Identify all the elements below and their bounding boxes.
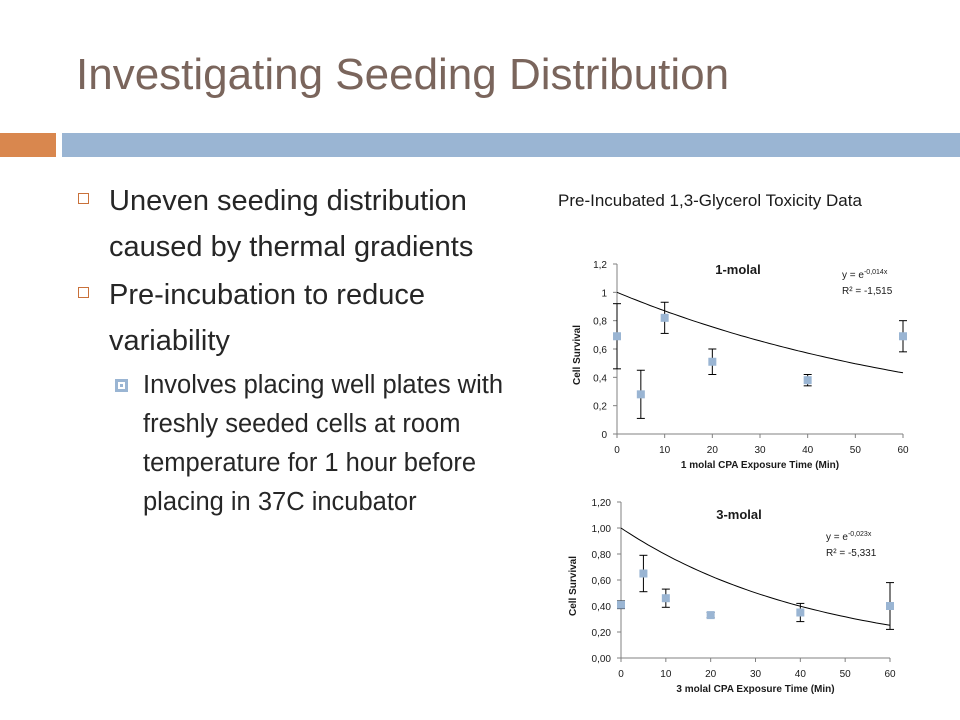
y-tick-label: 0,00 <box>592 654 612 665</box>
r-squared-label: R² = -5,331 <box>826 548 877 559</box>
accent-bar-orange <box>0 133 56 157</box>
trendline-equation: y = e-0,014x <box>842 269 888 281</box>
y-tick-label: 1,20 <box>592 498 612 509</box>
y-tick-label: 1,2 <box>593 260 607 271</box>
square-sub-bullet-icon <box>115 379 128 392</box>
y-tick-label: 0 <box>601 430 607 441</box>
data-point <box>661 594 670 603</box>
bullet-text: Pre-incubation to reduce variability <box>109 279 425 357</box>
x-tick-label: 30 <box>754 445 766 456</box>
chart-3-molal: 0,00 0,20 0,40 0,60 0,80 1,00 1,20 0 10 20 30 40 50 6… <box>568 498 896 695</box>
accent-bar-blue <box>62 133 960 157</box>
chart-title: 1-molal <box>715 262 761 277</box>
y-tick-label: 1 <box>601 288 607 299</box>
chart-heading: Pre-Incubated 1,3-Glycerol Toxicity Data <box>558 191 862 210</box>
data-point <box>899 332 907 341</box>
square-bullet-icon <box>78 193 89 204</box>
slide-title: Investigating Seeding Distribution <box>76 50 730 99</box>
y-tick-label: 0,80 <box>592 550 612 561</box>
x-tick-label: 20 <box>705 669 717 680</box>
sub-bullet-item: Involves placing well plates with freshl… <box>109 366 516 522</box>
equation-exponent: -0,023x <box>848 531 872 538</box>
data-point <box>886 602 894 610</box>
x-tick-label: 60 <box>897 445 909 456</box>
y-tick-label: 0,4 <box>593 373 607 384</box>
trendline <box>616 291 904 374</box>
bullet-item: Pre-incubation to reduce variability <box>76 272 516 364</box>
x-tick-label: 20 <box>707 445 719 456</box>
x-tick-label: 50 <box>850 445 862 456</box>
chart-title: 3-molal <box>716 507 762 522</box>
bullet-text: Uneven seeding distribution caused by th… <box>109 185 474 263</box>
x-tick-label: 60 <box>884 669 896 680</box>
x-axis-label: 3 molal CPA Exposure Time (Min) <box>676 684 834 695</box>
x-tick-label: 0 <box>618 669 624 680</box>
equation-base: y = e <box>826 532 848 543</box>
data-point <box>803 376 812 385</box>
y-axis-label: Cell Survival <box>568 556 579 616</box>
y-tick-label: 0,2 <box>593 402 607 413</box>
x-tick-label: 0 <box>614 445 620 456</box>
sub-bullet-text: Involves placing well plates with freshl… <box>143 371 504 516</box>
data-point <box>708 357 717 366</box>
r-squared-label: R² = -1,515 <box>842 286 893 297</box>
bullet-list: Uneven seeding distribution caused by th… <box>76 178 516 522</box>
data-point <box>613 332 621 341</box>
x-tick-label: 10 <box>659 445 671 456</box>
y-tick-label: 0,8 <box>593 317 607 328</box>
x-tick-label: 50 <box>840 669 852 680</box>
x-tick-label: 40 <box>802 445 814 456</box>
y-tick-label: 1,00 <box>592 524 612 535</box>
data-point <box>617 600 625 609</box>
x-axis-label: 1 molal CPA Exposure Time (Min) <box>681 460 839 471</box>
data-point <box>639 569 648 578</box>
y-tick-label: 0,60 <box>592 576 612 587</box>
y-tick-label: 0,20 <box>592 628 612 639</box>
x-tick-label: 30 <box>750 669 762 680</box>
x-tick-label: 40 <box>795 669 807 680</box>
y-tick-label: 0,40 <box>592 602 612 613</box>
data-point <box>796 608 805 617</box>
data-point <box>706 611 715 620</box>
trendline <box>620 527 891 626</box>
data-point <box>636 390 645 399</box>
equation-exponent: -0,014x <box>864 269 888 276</box>
square-bullet-icon <box>78 287 89 298</box>
chart-1-molal: 0 0,2 0,4 0,6 0,8 1 1,2 0 10 20 30 40 50 60 1-molal y =… <box>572 260 909 471</box>
equation-base: y = e <box>842 270 864 281</box>
data-point <box>660 313 669 322</box>
y-axis-label: Cell Survival <box>572 325 583 385</box>
bullet-item: Uneven seeding distribution caused by th… <box>76 178 516 270</box>
y-tick-label: 0,6 <box>593 345 607 356</box>
trendline-equation: y = e-0,023x <box>826 531 872 543</box>
x-tick-label: 10 <box>660 669 672 680</box>
